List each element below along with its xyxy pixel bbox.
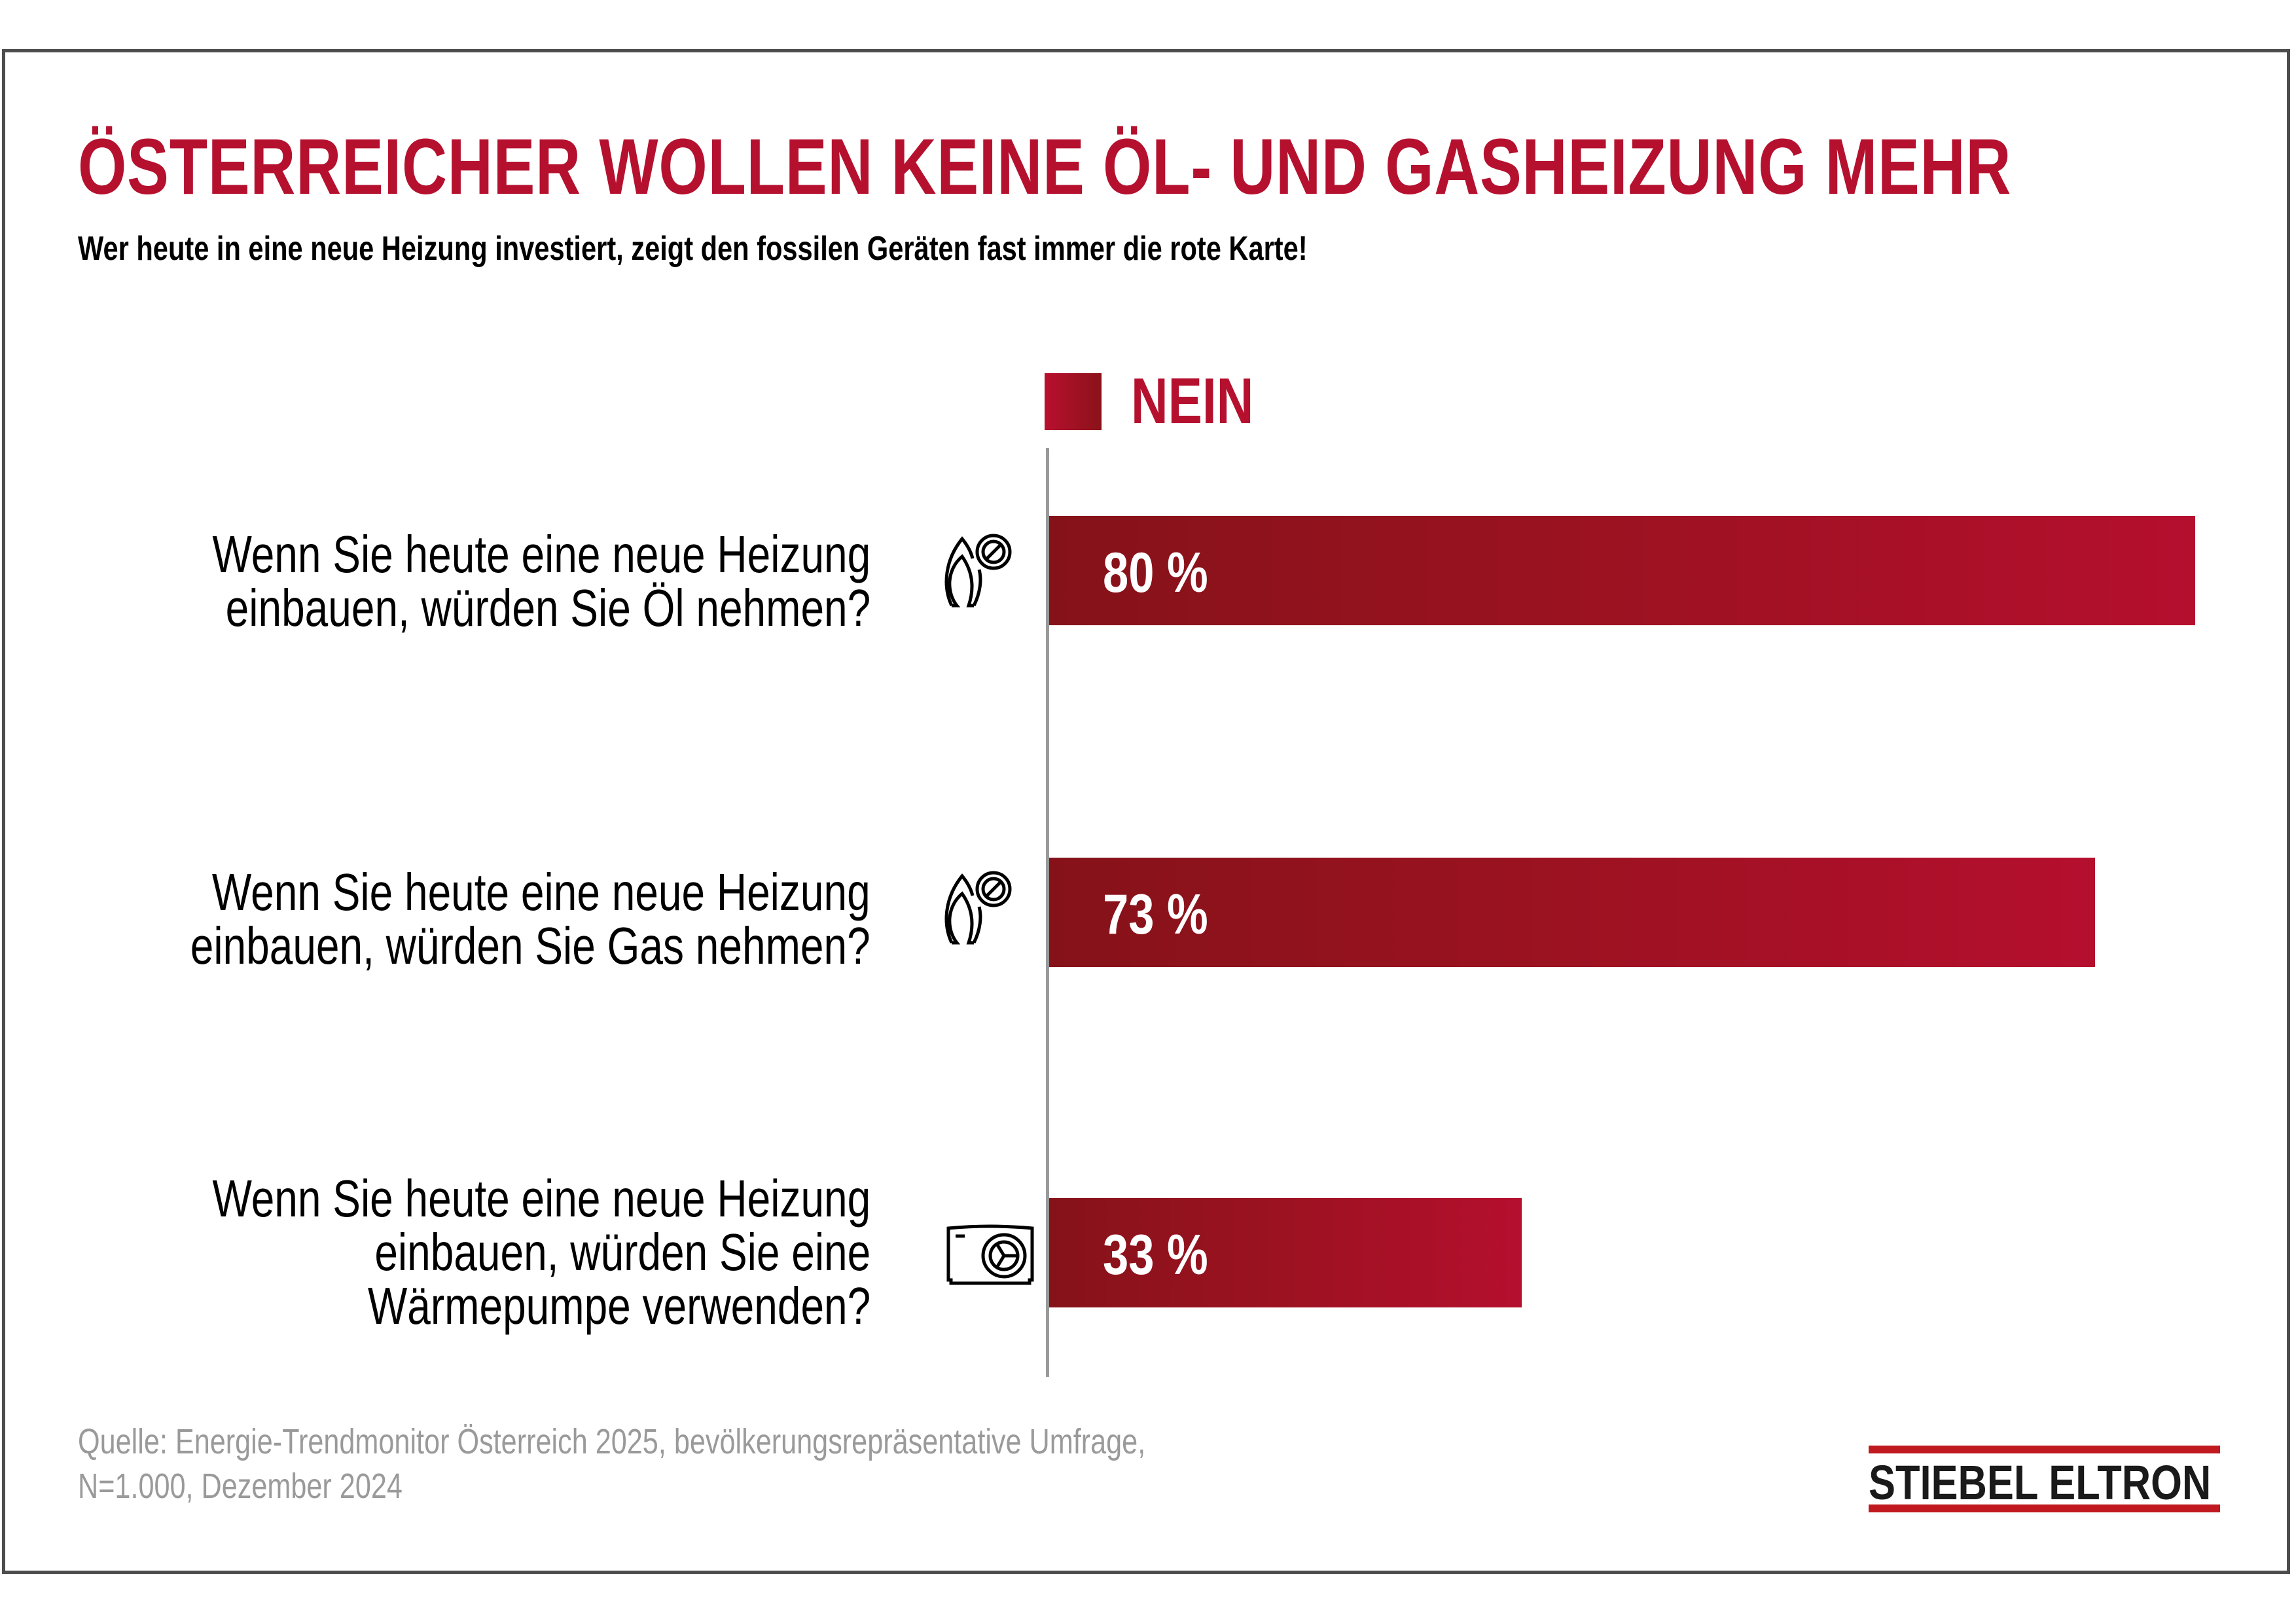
- oil-flame-prohibited-icon: [944, 534, 1012, 608]
- category-label-line: einbauen, würden Sie eine: [374, 1223, 870, 1281]
- bar-value-label: 33 %: [1103, 1224, 1208, 1286]
- category-label-line: einbauen, würden Sie Gas nehmen?: [190, 917, 870, 975]
- source-line: Quelle: Energie-Trendmonitor Österreich …: [78, 1422, 1146, 1461]
- bar-gas: 73 %: [1049, 858, 2095, 967]
- logo-top-stripe: [1869, 1446, 2220, 1453]
- source-line: N=1.000, Dezember 2024: [78, 1467, 403, 1506]
- category-label-gas: Wenn Sie heute eine neue Heizung einbaue…: [20, 866, 870, 973]
- bar-heat-pump: 33 %: [1049, 1198, 1522, 1307]
- logo-bottom-stripe: [1869, 1504, 2220, 1512]
- source-note: Quelle: Energie-Trendmonitor Österreich …: [78, 1419, 1412, 1508]
- category-axis-line: [1046, 448, 1049, 1377]
- bar-value-label: 73 %: [1103, 883, 1208, 946]
- category-label-line: einbauen, würden Sie Öl nehmen?: [225, 579, 870, 637]
- legend-label-nein: NEIN: [1131, 365, 1254, 437]
- category-label-oil: Wenn Sie heute eine neue Heizung einbaue…: [48, 528, 870, 635]
- logo-wordmark: STIEBEL ELTRON: [1869, 1455, 2212, 1510]
- heat-pump-icon: [946, 1224, 1034, 1285]
- chart-frame: [2, 49, 2290, 1574]
- legend-swatch-nein: [1045, 373, 1102, 430]
- chart-subtitle: Wer heute in eine neue Heizung investier…: [78, 230, 1308, 268]
- category-label-line: Wärmepumpe verwenden?: [367, 1277, 870, 1335]
- category-label-line: Wenn Sie heute eine neue Heizung: [212, 863, 870, 921]
- chart-title: ÖSTERREICHER WOLLEN KEINE ÖL- UND GASHEI…: [78, 122, 2012, 211]
- category-label-line: Wenn Sie heute eine neue Heizung: [212, 525, 870, 583]
- category-label-heat-pump: Wenn Sie heute eine neue Heizung einbaue…: [48, 1172, 870, 1333]
- bar-oil: 80 %: [1049, 516, 2196, 625]
- category-label-line: Wenn Sie heute eine neue Heizung: [212, 1169, 870, 1228]
- bar-value-label: 80 %: [1103, 541, 1208, 604]
- stiebel-eltron-logo: STIEBEL ELTRON: [1869, 1446, 2220, 1512]
- gas-flame-prohibited-icon: [944, 871, 1012, 945]
